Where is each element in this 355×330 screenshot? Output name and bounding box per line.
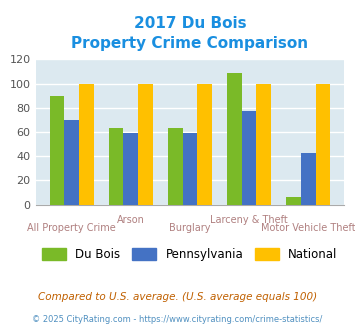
Title: 2017 Du Bois
Property Crime Comparison: 2017 Du Bois Property Crime Comparison [71, 16, 308, 51]
Bar [64, 120, 79, 205]
Text: © 2025 CityRating.com - https://www.cityrating.com/crime-statistics/: © 2025 CityRating.com - https://www.city… [32, 315, 323, 324]
Legend: Du Bois, Pennsylvania, National: Du Bois, Pennsylvania, National [37, 243, 343, 267]
Bar [286, 197, 301, 205]
Bar [109, 128, 124, 205]
Text: Compared to U.S. average. (U.S. average equals 100): Compared to U.S. average. (U.S. average … [38, 292, 317, 302]
Bar [242, 112, 256, 205]
Text: Larceny & Theft: Larceny & Theft [210, 215, 288, 225]
Text: All Property Crime: All Property Crime [27, 223, 116, 234]
Bar [182, 133, 197, 205]
Bar [124, 133, 138, 205]
Text: Motor Vehicle Theft: Motor Vehicle Theft [261, 223, 355, 234]
Bar [168, 128, 182, 205]
Bar [256, 83, 271, 205]
Bar [79, 83, 94, 205]
Bar [227, 73, 242, 205]
Bar [197, 83, 212, 205]
Bar [138, 83, 153, 205]
Bar [301, 152, 316, 205]
Text: Burglary: Burglary [169, 223, 211, 234]
Bar [50, 96, 64, 205]
Bar [316, 83, 330, 205]
Text: Arson: Arson [117, 215, 145, 225]
